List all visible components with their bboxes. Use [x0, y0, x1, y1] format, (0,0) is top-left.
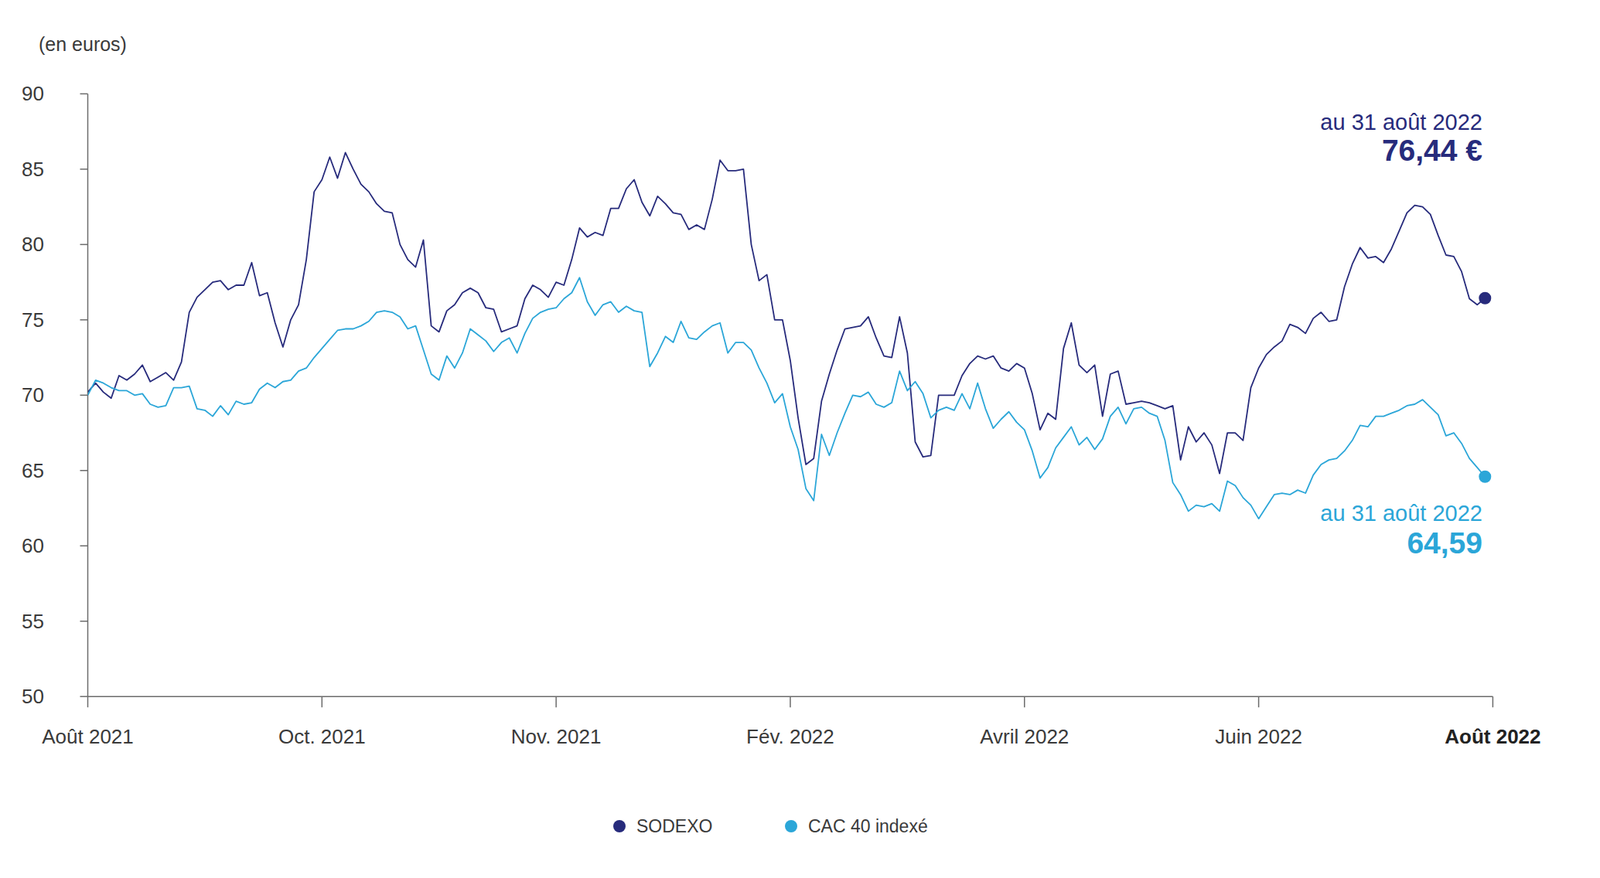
x-tick-label: Fév. 2022: [746, 725, 835, 749]
x-tick: [1492, 696, 1495, 708]
plot-area: [88, 152, 1492, 519]
chart: (en euros) 50 55 60 65 70 75 80 85 90 Août 2021 Oct…: [0, 0, 1600, 878]
y-tick: [80, 93, 89, 96]
y-tick-label: 90: [21, 81, 45, 106]
y-tick: [80, 695, 89, 698]
y-tick-label: 55: [21, 610, 45, 634]
y-tick-label: 60: [21, 534, 45, 558]
y-tick-label: 75: [21, 308, 45, 332]
end-label-value: 64,59: [1406, 526, 1483, 560]
y-tick-label: 70: [21, 383, 45, 407]
y-tick: [80, 244, 89, 246]
end-point: [1478, 292, 1491, 305]
legend-marker: [784, 820, 798, 833]
x-tick: [789, 696, 792, 708]
x-tick-label: Avril 2022: [979, 725, 1069, 749]
x-tick: [555, 696, 557, 708]
series-line: [88, 277, 1486, 519]
y-tick: [80, 545, 89, 548]
x-tick: [87, 696, 89, 708]
legend-label: SODEXO: [636, 816, 713, 837]
legend-label: CAC 40 indexé: [808, 816, 928, 837]
x-tick-label: Août 2021: [41, 725, 134, 749]
x-tick-label: Août 2022: [1444, 725, 1541, 749]
y-tick: [80, 319, 89, 321]
x-tick-label: Oct. 2021: [278, 725, 366, 749]
end-label-date: au 31 août 2022: [1320, 109, 1483, 135]
y-tick-label: 50: [21, 685, 45, 709]
x-tick: [1023, 696, 1026, 708]
y-tick: [80, 168, 89, 171]
y-tick-label: 65: [21, 459, 45, 483]
x-tick-label: Nov. 2021: [511, 725, 602, 749]
legend-marker: [613, 820, 626, 833]
y-tick: [80, 620, 89, 623]
y-tick: [80, 470, 89, 472]
x-tick: [321, 696, 324, 708]
x-tick: [1258, 696, 1260, 708]
legend: SODEXO CAC 40 indexé: [613, 816, 928, 837]
end-point: [1478, 470, 1491, 484]
end-label-date: au 31 août 2022: [1320, 501, 1483, 526]
y-tick-label: 85: [21, 157, 45, 181]
end-label-value: 76,44 €: [1381, 133, 1483, 168]
x-tick-label: Juin 2022: [1214, 725, 1303, 749]
y-tick: [80, 395, 89, 397]
y-tick-label: 80: [21, 232, 45, 256]
series-line: [88, 152, 1486, 474]
y-axis-label: (en euros): [38, 33, 127, 55]
